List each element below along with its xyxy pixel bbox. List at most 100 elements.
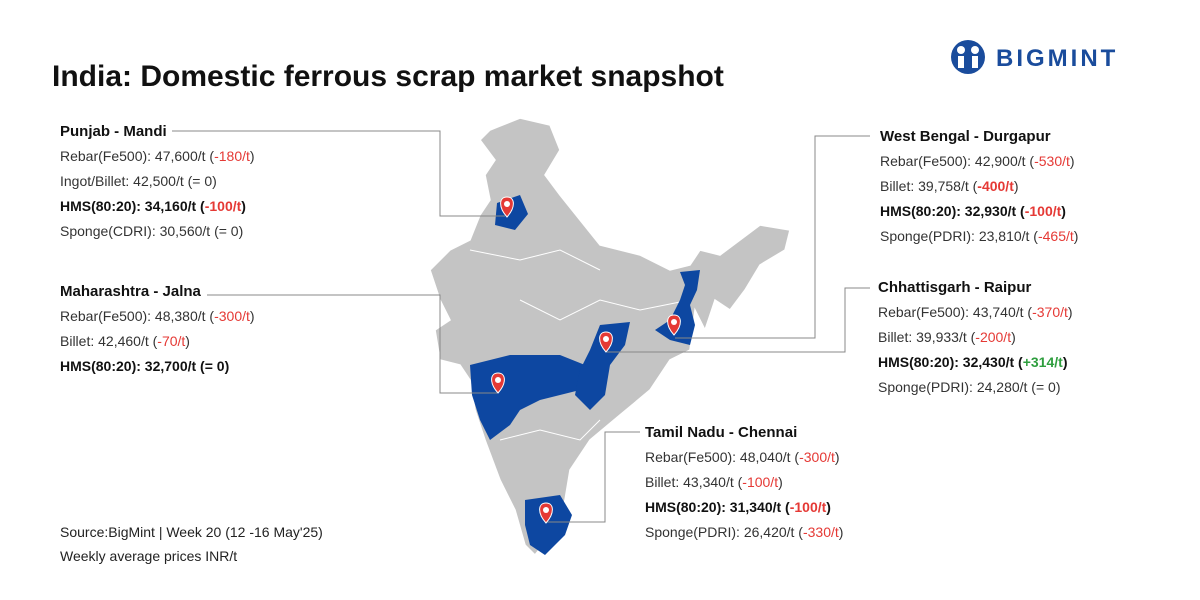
price-segment: )	[1063, 354, 1068, 370]
price-line: Sponge(CDRI): 30,560/t (= 0)	[60, 223, 243, 239]
chhattisgarh	[575, 322, 630, 410]
price-segment: -100/t	[1025, 203, 1062, 219]
price-line: Billet: 42,460/t (-70/t)	[60, 333, 190, 349]
west-bengal	[655, 270, 700, 345]
pin-dot	[603, 336, 609, 342]
price-line: Rebar(Fe500): 43,740/t (-370/t)	[878, 304, 1073, 320]
price-segment: HMS(80:20): 32,930/t (	[880, 203, 1025, 219]
price-segment: Rebar(Fe500): 42,900/t (	[880, 153, 1034, 169]
price-segment: )	[839, 524, 844, 540]
region-title: West Bengal - Durgapur	[880, 128, 1051, 145]
price-line: Billet: 39,933/t (-200/t)	[878, 329, 1016, 345]
price-line: Rebar(Fe500): 47,600/t (-180/t)	[60, 148, 255, 164]
connectors	[172, 130, 870, 523]
price-line: Rebar(Fe500): 48,380/t (-300/t)	[60, 308, 255, 324]
logo: BIGMINT	[951, 40, 1118, 74]
price-segment: )	[1070, 153, 1075, 169]
state-border	[519, 299, 691, 321]
title: India: Domestic ferrous scrap market sna…	[52, 60, 724, 93]
price-segment: )	[1061, 203, 1066, 219]
price-line: HMS(80:20): 32,430/t (+314/t)	[878, 354, 1067, 370]
region-title: Tamil Nadu - Chennai	[645, 424, 797, 441]
price-line: HMS(80:20): 34,160/t (-100/t)	[60, 198, 246, 214]
price-segment: )	[241, 198, 246, 214]
pin-dot	[543, 507, 549, 513]
price-line: Sponge(PDRI): 23,810/t (-465/t)	[880, 228, 1078, 244]
logo-icon	[972, 56, 978, 68]
price-segment: Sponge(CDRI): 30,560/t (= 0)	[60, 223, 243, 239]
price-segment: -70/t	[157, 333, 185, 349]
price-segment: Sponge(PDRI): 23,810/t (	[880, 228, 1038, 244]
price-segment: Rebar(Fe500): 48,040/t (	[645, 449, 799, 465]
price-segment: HMS(80:20): 31,340/t (	[645, 499, 790, 515]
price-segment: )	[250, 308, 255, 324]
state-border	[469, 249, 601, 271]
price-segment: -100/t	[205, 198, 242, 214]
price-segment: Billet: 42,460/t (	[60, 333, 158, 349]
price-line: HMS(80:20): 32,700/t (= 0)	[60, 358, 229, 374]
logo-icon	[971, 46, 979, 54]
price-segment: Billet: 39,758/t (	[880, 178, 978, 194]
pin-dot	[504, 201, 510, 207]
price-segment: Sponge(PDRI): 26,420/t (	[645, 524, 803, 540]
price-segment: )	[1068, 304, 1073, 320]
price-segment: Rebar(Fe500): 43,740/t (	[878, 304, 1032, 320]
price-segment: )	[826, 499, 831, 515]
price-segment: )	[250, 148, 255, 164]
price-line: Sponge(PDRI): 26,420/t (-330/t)	[645, 524, 843, 540]
price-segment: )	[1074, 228, 1079, 244]
connector	[607, 287, 870, 353]
connector	[172, 130, 505, 217]
price-line: Rebar(Fe500): 42,900/t (-530/t)	[880, 153, 1075, 169]
pin-dot	[495, 377, 501, 383]
logo-text: BIGMINT	[996, 45, 1118, 72]
price-segment: +314/t	[1023, 354, 1063, 370]
state-border	[499, 419, 601, 441]
price-segment: HMS(80:20): 32,700/t (= 0)	[60, 358, 229, 374]
pin-dot	[671, 319, 677, 325]
tamil-nadu	[525, 495, 572, 555]
region-title: Maharashtra - Jalna	[60, 283, 202, 300]
pins	[491, 196, 681, 524]
price-line: Billet: 39,758/t (-400/t)	[880, 178, 1019, 194]
price-line: HMS(80:20): 32,930/t (-100/t)	[880, 203, 1066, 219]
price-segment: HMS(80:20): 34,160/t (	[60, 198, 205, 214]
price-line: Rebar(Fe500): 48,040/t (-300/t)	[645, 449, 840, 465]
price-segment: -100/t	[790, 499, 827, 515]
price-segment: -465/t	[1038, 228, 1074, 244]
price-segment: -100/t	[742, 474, 778, 490]
logo-icon	[957, 46, 965, 54]
price-line: Sponge(PDRI): 24,280/t (= 0)	[878, 379, 1061, 395]
region-title: Punjab - Mandi	[60, 123, 167, 140]
price-segment: )	[185, 333, 190, 349]
logo-icon	[951, 40, 985, 74]
price-segment: -530/t	[1034, 153, 1070, 169]
region-title: Chhattisgarh - Raipur	[878, 279, 1032, 296]
price-segment: )	[778, 474, 783, 490]
note: Weekly average prices INR/t	[60, 548, 237, 564]
price-segment: )	[1014, 178, 1019, 194]
price-segment: Billet: 39,933/t (	[878, 329, 976, 345]
price-segment: Rebar(Fe500): 47,600/t (	[60, 148, 214, 164]
price-segment: -200/t	[975, 329, 1011, 345]
price-line: Ingot/Billet: 42,500/t (= 0)	[60, 173, 217, 189]
price-segment: -180/t	[214, 148, 250, 164]
price-segment: -400/t	[977, 178, 1014, 194]
connector	[675, 135, 870, 339]
price-segment: -300/t	[214, 308, 250, 324]
price-segment: Ingot/Billet: 42,500/t (= 0)	[60, 173, 217, 189]
price-line: Billet: 43,340/t (-100/t)	[645, 474, 783, 490]
price-segment: Sponge(PDRI): 24,280/t (= 0)	[878, 379, 1061, 395]
logo-icon	[958, 56, 964, 68]
connector	[547, 431, 640, 523]
price-segment: )	[835, 449, 840, 465]
price-segment: -300/t	[799, 449, 835, 465]
source: Source:BigMint | Week 20 (12 -16 May'25)	[60, 524, 323, 540]
price-segment: Rebar(Fe500): 48,380/t (	[60, 308, 214, 324]
price-segment: )	[1011, 329, 1016, 345]
connector	[207, 294, 497, 394]
price-segment: HMS(80:20): 32,430/t (	[878, 354, 1023, 370]
price-segment: -330/t	[803, 524, 839, 540]
price-segment: Billet: 43,340/t (	[645, 474, 743, 490]
